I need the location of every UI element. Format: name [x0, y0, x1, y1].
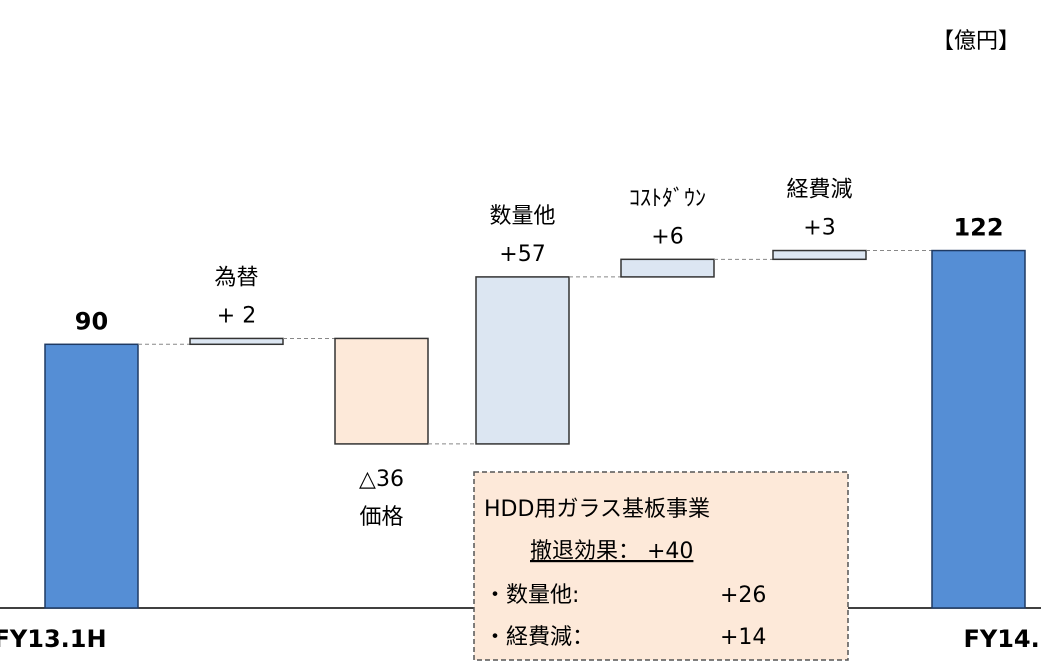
value-label: 90	[75, 307, 108, 335]
annotation-subtitle: 撤退効果： +40	[530, 539, 693, 564]
bar	[475, 276, 570, 445]
bar	[334, 337, 429, 445]
annotation-item-value: +14	[720, 625, 766, 650]
value-label: +3	[803, 216, 835, 241]
bar	[620, 258, 715, 278]
value-label: +57	[499, 242, 545, 267]
category-label: 経費減	[786, 178, 852, 203]
bar	[44, 343, 139, 609]
category-label: 数量他	[489, 204, 555, 229]
unit-label: 【億円】	[932, 29, 1020, 54]
annotation-title: HDD用ガラス基板事業	[484, 497, 710, 522]
value-label: △36	[359, 467, 404, 492]
annotation-item-label: ・経費減：	[484, 625, 594, 650]
bar	[189, 337, 284, 346]
annotation: HDD用ガラス基板事業 撤退効果： +40 ・数量他: +26 ・経費減： +1…	[473, 471, 849, 661]
annotation-box	[473, 471, 849, 661]
category-label: 価格	[359, 505, 403, 530]
bar	[772, 249, 867, 261]
category-label: 為替	[214, 265, 258, 290]
annotation-item-label: ・数量他:	[484, 583, 579, 608]
category-label: FY14.1H	[963, 625, 1041, 653]
value-label: + 2	[217, 303, 256, 328]
category-label: FY13.1H	[0, 625, 107, 653]
bar	[931, 249, 1026, 609]
value-label: 122	[953, 214, 1003, 242]
value-label: +6	[651, 224, 683, 249]
annotation-item-value: +26	[720, 583, 766, 608]
category-label: ｺｽﾄﾀﾞｳﾝ	[629, 186, 706, 211]
